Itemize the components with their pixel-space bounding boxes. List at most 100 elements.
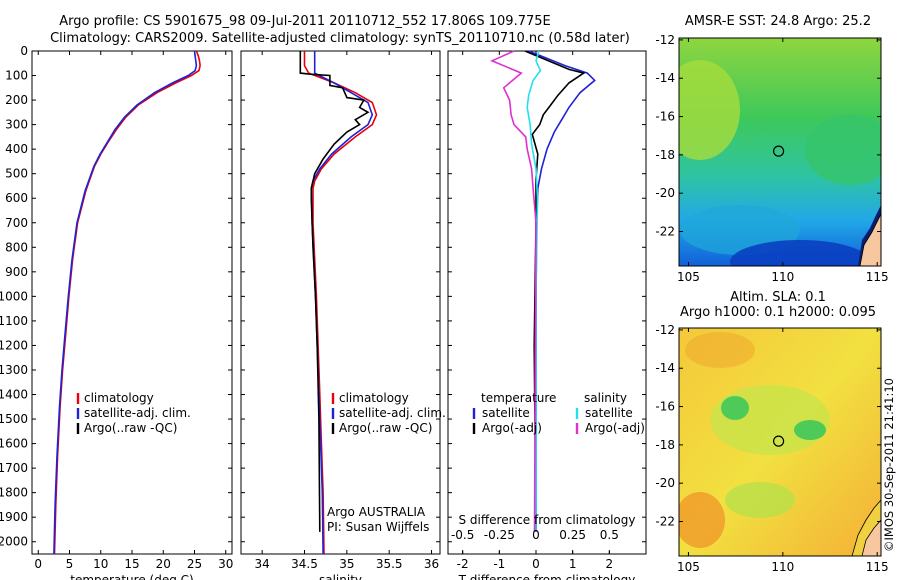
y-tick-label: 500	[5, 167, 28, 181]
argo-location-marker	[772, 435, 785, 447]
map-y-tick-label: -14	[655, 71, 675, 85]
sla-patch	[679, 492, 725, 548]
legend-label: satellite	[585, 406, 633, 420]
header-line2: Climatology: CARS2009. Satellite-adjuste…	[50, 31, 630, 46]
map-y-tick-label: -22	[655, 225, 675, 239]
series-line-3	[489, 50, 537, 532]
differences-axes-frame	[447, 50, 647, 555]
x-tick-label: 5	[66, 557, 74, 571]
y-tick-label: 1900	[0, 510, 28, 524]
header-line1: Argo profile: CS 5901675_98 09-Jul-2011 …	[59, 14, 550, 29]
temperature-axes-frame	[31, 50, 233, 555]
sla-map-subtitle: Argo h1000: 0.1 h2000: 0.095	[680, 305, 876, 320]
x-tick-label: 30	[218, 557, 233, 571]
x-tick-label: -2	[457, 557, 469, 571]
legend-label: Argo(..raw -QC)	[84, 421, 177, 435]
map-y-tick-label: -18	[655, 438, 675, 452]
temperature-xlabel: temperature (deg C)	[70, 573, 193, 580]
legend-label: climatology	[339, 391, 409, 405]
x-tick-label: 20	[156, 557, 171, 571]
salinity-axes-frame	[240, 50, 441, 555]
difference-panel: -2 -1 0 1 2 T difference from climatology temp…	[447, 50, 647, 580]
y-tick-label: 100	[5, 69, 28, 83]
map-y-tick-label: -22	[655, 515, 675, 529]
series-line-2	[526, 50, 542, 532]
sla-patch	[794, 420, 826, 440]
x-tick-label: 34.5	[291, 557, 318, 571]
x-tick-label: 34	[255, 557, 270, 571]
x-tick-label: 0	[34, 557, 42, 571]
x-tick-label: 0	[532, 557, 540, 571]
legend-label: satellite-adj. clim.	[84, 406, 191, 420]
map-x-tick-label: 110	[771, 560, 794, 574]
temperature-panel: 0 5 10 15 20 25 300100200300400500600700800900…	[0, 44, 233, 580]
y-tick-label: 1700	[0, 461, 28, 475]
map-x-tick-label: 110	[771, 270, 794, 284]
credit-text: ©IMOS 30-Sep-2011 21:41:10	[882, 378, 896, 552]
legend-label: Argo(-adj)	[585, 421, 645, 435]
sst-patch	[730, 240, 870, 266]
y-tick-label: 1100	[0, 314, 28, 328]
x-tick-label: 10	[93, 557, 108, 571]
y-tick-label: 1600	[0, 437, 28, 451]
x2-tick-label: 0.25	[559, 528, 586, 542]
sla-patch	[725, 482, 795, 518]
legend-title-salinity: salinity	[584, 391, 627, 405]
sla-patch	[710, 385, 830, 455]
sst-map-title: AMSR-E SST: 24.8 Argo: 25.2	[685, 14, 871, 29]
sla-map-frame	[678, 327, 882, 557]
y-tick-label: 1800	[0, 486, 28, 500]
sst-land	[859, 213, 881, 266]
annotation-text: Argo AUSTRALIA	[327, 505, 426, 519]
map-y-tick-label: -20	[655, 186, 675, 200]
map-y-tick-label: -16	[655, 110, 675, 124]
y-tick-label: 900	[5, 265, 28, 279]
x-tick-label: 35.5	[376, 557, 403, 571]
y-tick-label: 300	[5, 118, 28, 132]
y-tick-label: 1000	[0, 289, 28, 303]
x-tick-label: 25	[187, 557, 202, 571]
x-tick-label: 36	[424, 557, 439, 571]
legend-title-temperature: temperature	[481, 391, 556, 405]
legend-label: Argo(..raw -QC)	[339, 421, 432, 435]
sla-patch	[721, 396, 749, 420]
map-y-tick-label: -18	[655, 148, 675, 162]
salinity-panel: 34 34.5 35 35.5 36 salinity climatologysatelli…	[240, 50, 446, 580]
x2-tick-label: -0.5	[451, 528, 474, 542]
sla-land-inner	[861, 519, 881, 556]
series-line-2	[299, 51, 370, 532]
y-tick-label: 1400	[0, 388, 28, 402]
map-x-tick-label: 105	[677, 270, 700, 284]
x-tick-label: -1	[493, 557, 505, 571]
y-tick-label: 400	[5, 142, 28, 156]
sst-map: 105 110 115 -12 -14 -16 -18 -20 -22	[655, 33, 889, 284]
map-y-tick-label: -12	[655, 33, 675, 47]
sst-patch	[805, 115, 881, 185]
y-tick-label: 600	[5, 191, 28, 205]
legend-label: satellite-adj. clim.	[339, 406, 446, 420]
x2-tick-label: 0	[532, 528, 540, 542]
series-line-0	[528, 50, 596, 532]
map-y-tick-label: -16	[655, 400, 675, 414]
x-tick-label: 15	[124, 557, 139, 571]
y-tick-label: 200	[5, 93, 28, 107]
map-x-tick-label: 115	[866, 270, 889, 284]
series-line-1	[53, 50, 198, 555]
legend-label: Argo(-adj)	[482, 421, 542, 435]
y-tick-label: 1300	[0, 363, 28, 377]
sst-patch	[679, 60, 740, 160]
map-x-tick-label: 105	[677, 560, 700, 574]
sst-map-frame	[678, 37, 882, 267]
annotation-text: PI: Susan Wijffels	[327, 520, 429, 534]
legend-label: satellite	[482, 406, 530, 420]
map-y-tick-label: -12	[655, 323, 675, 337]
series-line-1	[524, 50, 586, 532]
sla-patch	[685, 332, 755, 368]
y-tick-label: 2000	[0, 535, 28, 549]
y-tick-label: 700	[5, 216, 28, 230]
map-y-tick-label: -20	[655, 476, 675, 490]
y-tick-label: 0	[20, 44, 28, 58]
sla-map: 105 110 115 -12 -14 -16 -18 -20 -22	[655, 323, 888, 574]
map-y-tick-label: -14	[655, 361, 675, 375]
x2-label: S difference from climatology	[459, 513, 636, 527]
